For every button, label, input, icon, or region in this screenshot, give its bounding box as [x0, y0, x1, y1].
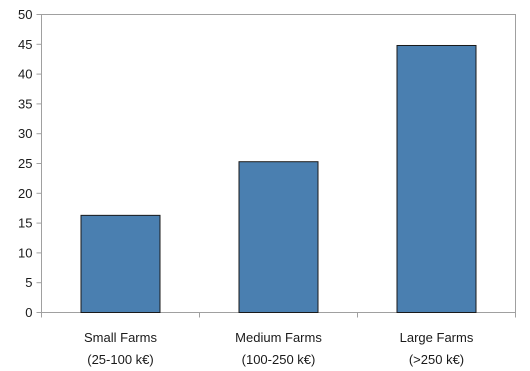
y-tick-label: 10: [18, 245, 32, 260]
bar: [238, 161, 319, 313]
y-tick-label: 45: [18, 37, 32, 52]
bar-series: [80, 44, 477, 314]
y-tick-label: 35: [18, 96, 32, 111]
x-category-label: (100-250 k€): [242, 352, 316, 367]
y-tick-label: 0: [25, 305, 32, 320]
bar: [396, 44, 477, 313]
y-axis: 0 5 10 15 20 25 30 35 40 45 50: [18, 7, 42, 320]
bar: [80, 214, 161, 314]
y-tick-label: 15: [18, 216, 32, 231]
y-tick-label: 50: [18, 7, 32, 22]
y-tick-label: 25: [18, 156, 32, 171]
y-tick-label: 20: [18, 186, 32, 201]
y-tick-label: 5: [25, 275, 32, 290]
x-category-label: (>250 k€): [409, 352, 464, 367]
category-labels: Small Farms (25-100 k€) Medium Farms (100-2…: [84, 330, 474, 367]
y-tick-label: 30: [18, 126, 32, 141]
x-category-label: Small Farms: [84, 330, 157, 345]
x-category-label: (25-100 k€): [87, 352, 153, 367]
x-axis: [41, 312, 516, 318]
x-category-label: Large Farms: [400, 330, 474, 345]
x-category-label: Medium Farms: [235, 330, 322, 345]
y-tick-label: 40: [18, 67, 32, 82]
